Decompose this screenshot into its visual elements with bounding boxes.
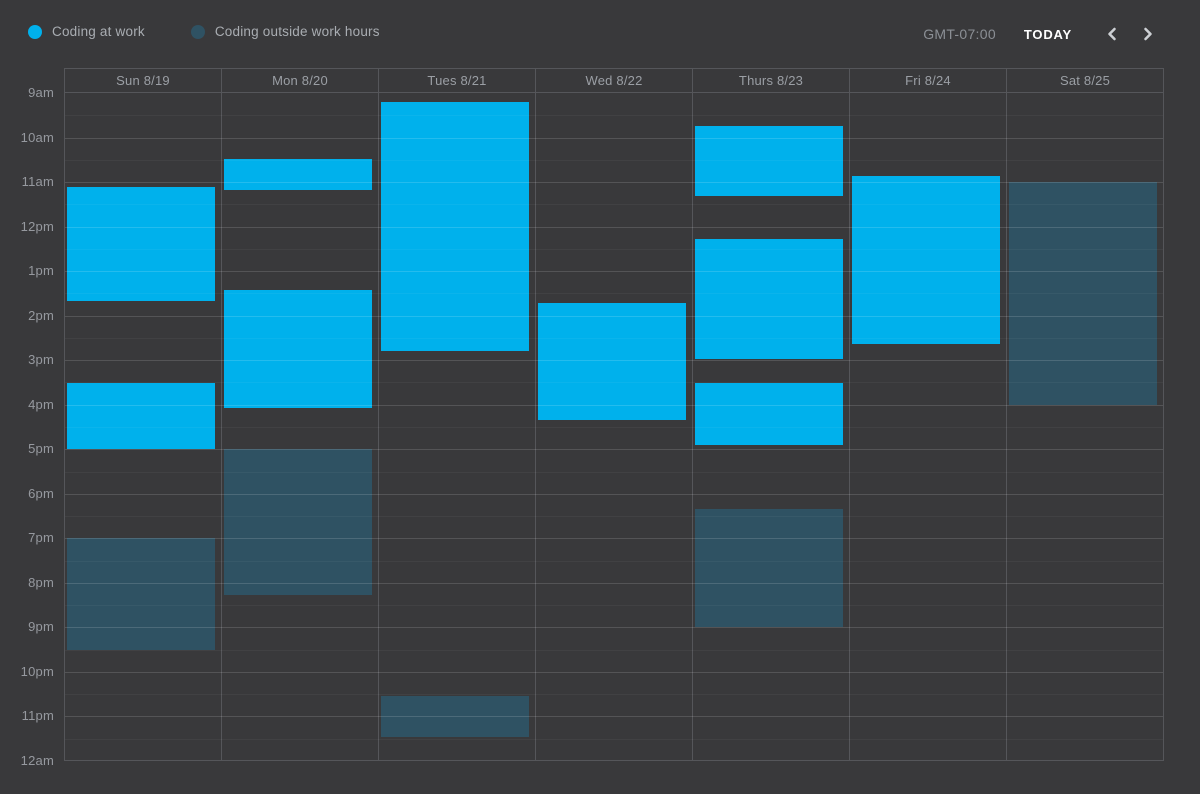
day-header: Fri 8/24 xyxy=(849,69,1006,92)
coding-at-work-event[interactable] xyxy=(224,289,372,409)
time-label: 8pm xyxy=(28,575,54,590)
day-header: Sat 8/25 xyxy=(1006,69,1163,92)
coding-at-work-event[interactable] xyxy=(381,101,529,352)
time-label: 6pm xyxy=(28,486,54,501)
time-label: 11am xyxy=(21,174,54,189)
time-label: 10pm xyxy=(20,664,54,679)
day-column xyxy=(535,93,692,760)
time-label: 2pm xyxy=(28,308,54,323)
day-column xyxy=(692,93,849,760)
day-column xyxy=(849,93,1006,760)
time-label: 12am xyxy=(20,753,54,768)
coding-at-work-event[interactable] xyxy=(852,176,1000,344)
topbar: Coding at work Coding outside work hours… xyxy=(0,0,1200,68)
legend-work-label: Coding at work xyxy=(52,24,145,39)
coding-at-work-event[interactable] xyxy=(67,186,215,301)
coding-outside-work-hours-event[interactable] xyxy=(1009,182,1157,405)
coding-at-work-event[interactable] xyxy=(67,382,215,450)
chevron-right-icon xyxy=(1144,27,1152,41)
day-column xyxy=(65,93,221,760)
time-label: 4pm xyxy=(28,397,54,412)
coding-at-work-event[interactable] xyxy=(695,382,843,445)
calendar-controls: GMT-07:00 TODAY xyxy=(923,20,1166,48)
legend-item-outside: Coding outside work hours xyxy=(190,24,380,39)
day-header: Tues 8/21 xyxy=(378,69,535,92)
calendar-body xyxy=(64,93,1164,761)
day-column xyxy=(221,93,378,760)
day-header: Sun 8/19 xyxy=(116,73,170,88)
timezone-label: GMT-07:00 xyxy=(923,26,996,42)
day-columns xyxy=(65,93,1163,760)
time-label: 5pm xyxy=(28,441,54,456)
day-header: Wed 8/22 xyxy=(535,69,692,92)
day-header: Mon 8/20 xyxy=(221,69,378,92)
previous-week-button[interactable] xyxy=(1094,20,1130,48)
calendar-header-row: Sun 8/19 Mon 8/20 Tues 8/21 Wed 8/22 Thurs 8… xyxy=(64,68,1164,93)
chevron-left-icon xyxy=(1108,27,1116,41)
today-button[interactable]: TODAY xyxy=(1023,26,1072,42)
time-label: 3pm xyxy=(28,352,54,367)
coding-at-work-event[interactable] xyxy=(538,303,686,421)
legend: Coding at work Coding outside work hours xyxy=(28,24,380,39)
time-label: 1pm xyxy=(28,263,54,278)
time-label: 9pm xyxy=(28,619,54,634)
coding-at-work-event[interactable] xyxy=(224,158,372,190)
time-label: 9am xyxy=(28,85,54,100)
day-column xyxy=(378,93,535,760)
outside-color-dot-icon xyxy=(190,24,205,39)
legend-outside-label: Coding outside work hours xyxy=(214,24,380,39)
coding-outside-work-hours-event[interactable] xyxy=(224,449,372,596)
time-label: 7pm xyxy=(28,530,54,545)
work-color-dot-icon xyxy=(28,24,42,39)
next-week-button[interactable] xyxy=(1130,20,1166,48)
time-label: 12pm xyxy=(20,219,54,234)
time-gutter: 9am 10am 11am 12pm 1pm 2pm 3pm 4pm 5pm 6pm 7pm 8pm 9… xyxy=(0,85,54,768)
day-header: Thurs 8/23 xyxy=(692,69,849,92)
time-label: 11pm xyxy=(21,708,54,723)
coding-outside-work-hours-event[interactable] xyxy=(67,538,215,650)
coding-outside-work-hours-event[interactable] xyxy=(695,509,843,628)
weekly-calendar: Sun 8/19 Mon 8/20 Tues 8/21 Wed 8/22 Thurs 8… xyxy=(64,68,1164,761)
day-column xyxy=(1006,93,1163,760)
coding-at-work-event[interactable] xyxy=(695,125,843,197)
coding-at-work-event[interactable] xyxy=(695,238,843,360)
legend-item-work: Coding at work xyxy=(28,24,145,39)
coding-outside-work-hours-event[interactable] xyxy=(381,696,529,738)
time-label: 10am xyxy=(20,130,54,145)
